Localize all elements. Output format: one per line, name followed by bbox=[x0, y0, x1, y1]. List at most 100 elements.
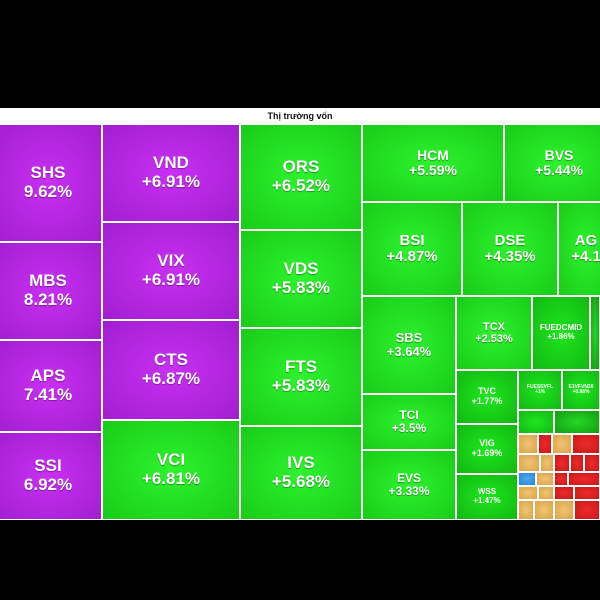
tile-hcm[interactable]: HCM +5.59% bbox=[362, 124, 504, 202]
small-tile[interactable] bbox=[554, 486, 574, 500]
tile-symbol: IVS bbox=[287, 453, 315, 473]
small-tile[interactable] bbox=[568, 472, 600, 486]
small-tile[interactable] bbox=[518, 472, 536, 486]
small-tile[interactable] bbox=[570, 454, 584, 472]
tile-change: +1.86% bbox=[547, 332, 575, 341]
tile-fuedcmid[interactable]: FUEDCMID +1.86% bbox=[532, 296, 590, 370]
tile-change: +6.87% bbox=[141, 369, 201, 388]
small-tile[interactable] bbox=[518, 434, 538, 454]
tile-change: +3.64% bbox=[386, 344, 432, 359]
tile-bsi[interactable]: BSI +4.87% bbox=[362, 202, 462, 296]
tile-symbol: ORS bbox=[282, 157, 320, 177]
tile-symbol: BVS bbox=[544, 146, 574, 163]
small-tile[interactable] bbox=[540, 454, 554, 472]
small-tile[interactable] bbox=[554, 454, 570, 472]
tile-symbol: HCM bbox=[417, 146, 449, 163]
small-tile[interactable] bbox=[590, 296, 600, 370]
tile-symbol: SBS bbox=[395, 329, 423, 345]
tile-change: +1.47% bbox=[473, 496, 501, 505]
tile-mbs[interactable]: MBS 8.21% bbox=[0, 242, 102, 340]
tile-dse[interactable]: DSE +4.35% bbox=[462, 202, 558, 296]
tile-vds[interactable]: VDS +5.83% bbox=[240, 230, 362, 328]
tile-change: +3.5% bbox=[391, 421, 427, 435]
tile-bvs[interactable]: BVS +5.44% bbox=[504, 124, 600, 202]
small-tile[interactable] bbox=[552, 434, 572, 454]
tile-change: +5.68% bbox=[271, 472, 331, 491]
small-tile[interactable] bbox=[554, 500, 574, 520]
tile-vig[interactable]: VIG +1.69% bbox=[456, 424, 518, 474]
tile-change: +3.33% bbox=[388, 484, 430, 498]
tile-symbol: FUEDCMID bbox=[539, 323, 583, 333]
small-tile[interactable] bbox=[554, 410, 600, 434]
tile-change: +2.53% bbox=[475, 333, 513, 345]
tile-change: +5.59% bbox=[409, 162, 457, 178]
tile-change: +6.81% bbox=[141, 469, 201, 488]
tile-change: +6.52% bbox=[271, 176, 331, 195]
tile-sbs[interactable]: SBS +3.64% bbox=[362, 296, 456, 394]
tile-symbol: DSE bbox=[494, 231, 526, 249]
tile-symbol: MBS bbox=[29, 271, 67, 291]
tile-symbol: VND bbox=[153, 153, 189, 173]
tile-shs[interactable]: SHS 9.62% bbox=[0, 124, 102, 242]
tile-fuessvfl[interactable]: FUESSVFL +1% bbox=[518, 370, 562, 410]
tile-symbol: VIG bbox=[479, 438, 495, 449]
tile-symbol: EVS bbox=[396, 470, 421, 485]
tile-change: 8.21% bbox=[23, 290, 73, 309]
tile-change: +1.69% bbox=[471, 448, 503, 458]
tile-vnd[interactable]: VND +6.91% bbox=[102, 124, 240, 222]
tile-change: +1% bbox=[534, 389, 546, 395]
tile-change: 7.41% bbox=[23, 385, 73, 404]
tile-tvc[interactable]: TVC +1.77% bbox=[456, 370, 518, 424]
small-tile[interactable] bbox=[518, 500, 534, 520]
tile-vix[interactable]: VIX +6.91% bbox=[102, 222, 240, 320]
tile-aps[interactable]: APS 7.41% bbox=[0, 340, 102, 432]
chart-title: Thị trường vốn bbox=[267, 111, 333, 121]
tile-evs[interactable]: EVS +3.33% bbox=[362, 450, 456, 520]
small-tile[interactable] bbox=[572, 434, 600, 454]
tile-change: +6.91% bbox=[141, 172, 201, 191]
small-tile[interactable] bbox=[584, 454, 600, 472]
small-tile[interactable] bbox=[534, 500, 554, 520]
small-tile[interactable] bbox=[518, 454, 540, 472]
small-tile[interactable] bbox=[538, 486, 554, 500]
tile-symbol: BSI bbox=[399, 231, 425, 249]
tile-symbol: FTS bbox=[284, 357, 318, 377]
tile-wss[interactable]: WSS +1.47% bbox=[456, 474, 518, 520]
treemap-panel: Thị trường vốn SHS 9.62% MBS 8.21% APS 7.41% S… bbox=[0, 108, 600, 520]
tile-symbol: E1VFVN30 bbox=[568, 383, 594, 390]
tile-symbol: VDS bbox=[283, 259, 319, 279]
tile-symbol: VCI bbox=[156, 450, 186, 470]
small-tile[interactable] bbox=[518, 486, 538, 500]
small-tile[interactable] bbox=[536, 472, 554, 486]
tile-symbol: WSS bbox=[477, 487, 497, 497]
tile-vci[interactable]: VCI +6.81% bbox=[102, 420, 240, 520]
tile-symbol: SHS bbox=[30, 163, 66, 183]
tile-change: +4.1 bbox=[571, 248, 600, 265]
tile-change: +4.35% bbox=[484, 248, 536, 265]
tile-ors[interactable]: ORS +6.52% bbox=[240, 124, 362, 230]
treemap: SHS 9.62% MBS 8.21% APS 7.41% SSI 6.92% VND +6.91… bbox=[0, 124, 600, 520]
small-tile[interactable] bbox=[574, 486, 600, 500]
tile-ag[interactable]: AG +4.1 bbox=[558, 202, 600, 296]
small-tile[interactable] bbox=[518, 410, 554, 434]
tile-cts[interactable]: CTS +6.87% bbox=[102, 320, 240, 420]
tile-fts[interactable]: FTS +5.83% bbox=[240, 328, 362, 426]
tile-symbol: VIX bbox=[157, 251, 185, 271]
tile-symbol: TCI bbox=[399, 407, 419, 422]
tile-ssi[interactable]: SSI 6.92% bbox=[0, 432, 102, 520]
tile-symbol: AG bbox=[574, 231, 598, 249]
small-tile[interactable] bbox=[538, 434, 552, 454]
tile-symbol: TCX bbox=[483, 320, 505, 333]
small-tile[interactable] bbox=[574, 500, 600, 520]
tile-e1vfvn30[interactable]: E1VFVN30 +0.98% bbox=[562, 370, 600, 410]
tile-change: +5.44% bbox=[535, 162, 583, 178]
tile-tci[interactable]: TCI +3.5% bbox=[362, 394, 456, 450]
small-tile[interactable] bbox=[554, 472, 568, 486]
tile-tcx[interactable]: TCX +2.53% bbox=[456, 296, 532, 370]
tile-change: +0.98% bbox=[572, 389, 590, 395]
tile-ivs[interactable]: IVS +5.68% bbox=[240, 426, 362, 520]
tile-change: 6.92% bbox=[23, 475, 73, 494]
tile-symbol: TVC bbox=[478, 386, 496, 397]
tile-symbol: APS bbox=[30, 366, 66, 386]
